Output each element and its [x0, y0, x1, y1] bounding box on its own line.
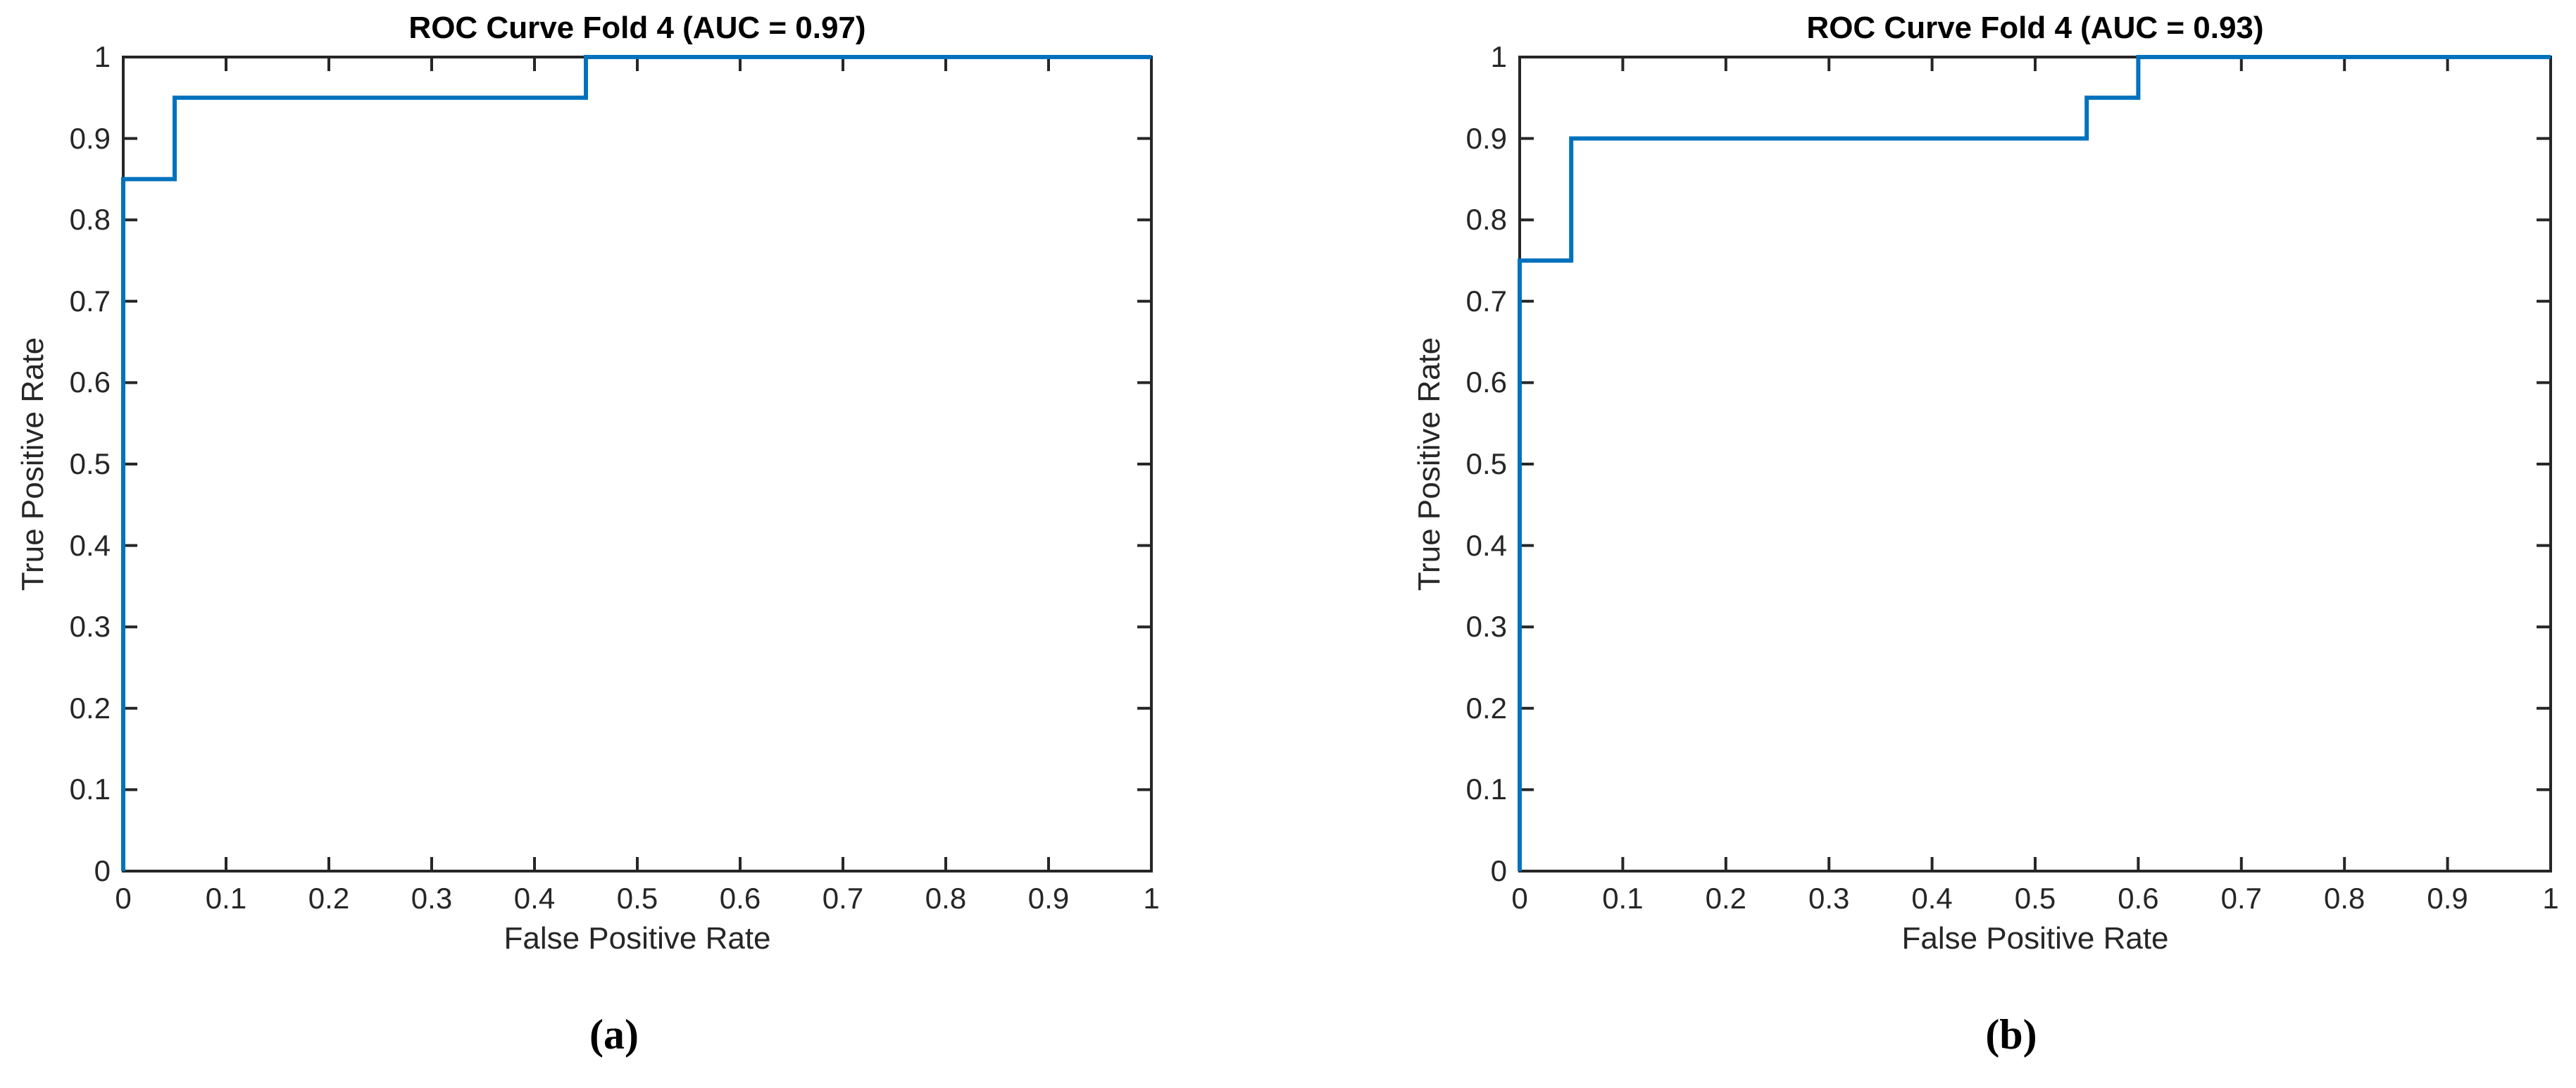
roc-curve [1518, 55, 2551, 871]
y-tick-label: 0.2 [1465, 691, 1507, 725]
y-tick-label: 1 [1490, 40, 1507, 73]
y-tick-label: 0.4 [1465, 528, 1507, 562]
y-tick-label: 0.6 [69, 365, 111, 399]
roc-panel-b [1518, 55, 2552, 873]
x-tick-label: 0.1 [205, 882, 247, 915]
x-tick-label: 0.4 [1911, 882, 1953, 915]
y-tick-label: 0.3 [69, 610, 111, 644]
y-tick-label: 0.4 [69, 528, 111, 562]
x-tick-label: 1 [2542, 882, 2559, 915]
y-tick-label: 0.9 [69, 121, 111, 155]
x-tick-label: 1 [1143, 882, 1160, 915]
x-tick-label: 0.8 [925, 882, 967, 915]
chart-b-xaxis-label: False Positive Rate [1901, 921, 2169, 956]
axes-box [122, 56, 1153, 873]
chart-a-xaxis-label: False Positive Rate [504, 921, 771, 956]
y-tick-label: 0.8 [69, 203, 111, 237]
y-tick-label: 0.2 [69, 691, 111, 725]
y-tick-label: 0.8 [1465, 203, 1507, 237]
x-tick-label: 0.5 [2014, 882, 2056, 915]
x-tick-label: 0.8 [2323, 882, 2365, 915]
y-tick-label: 0.6 [1465, 365, 1507, 399]
roc-panel-a [121, 55, 1153, 873]
x-tick-label: 0.2 [1705, 882, 1746, 915]
y-tick-label: 0.7 [1465, 284, 1507, 318]
x-tick-label: 0.4 [513, 882, 556, 915]
x-tick-label: 0.3 [411, 882, 453, 915]
y-tick-label: 0 [1490, 854, 1507, 887]
y-tick-label: 0.7 [69, 284, 111, 318]
chart-b-caption: (b) [1985, 1011, 2037, 1058]
y-tick-label: 0.1 [69, 773, 111, 806]
y-tick-label: 0.9 [1465, 121, 1507, 155]
x-tick-label: 0.7 [2220, 882, 2262, 915]
y-tick-label: 0.5 [1465, 447, 1507, 480]
x-tick-label: 0.6 [719, 882, 761, 915]
x-tick-label: 0.6 [2118, 882, 2159, 915]
x-tick-label: 0 [115, 882, 132, 915]
roc-curve [121, 55, 1151, 871]
x-tick-label: 0.7 [822, 882, 864, 915]
y-tick-label: 0.1 [1465, 773, 1507, 806]
x-tick-label: 0.5 [616, 882, 658, 915]
y-tick-label: 0.5 [69, 447, 111, 480]
x-tick-label: 0.2 [308, 882, 350, 915]
y-tick-label: 0 [94, 854, 111, 887]
y-tick-label: 0.3 [1465, 610, 1507, 644]
x-tick-label: 0.9 [1027, 882, 1070, 915]
x-tick-label: 0 [1511, 882, 1528, 915]
x-tick-label: 0.1 [1602, 882, 1644, 915]
axes-box [1518, 56, 2552, 873]
y-tick-label: 1 [94, 40, 111, 73]
chart-a-title: ROC Curve Fold 4 (AUC = 0.97) [408, 11, 866, 45]
chart-b-title: ROC Curve Fold 4 (AUC = 0.93) [1806, 11, 2264, 45]
chart-a-caption: (a) [589, 1011, 639, 1058]
x-tick-label: 0.9 [2427, 882, 2468, 915]
x-tick-label: 0.3 [1808, 882, 1850, 915]
